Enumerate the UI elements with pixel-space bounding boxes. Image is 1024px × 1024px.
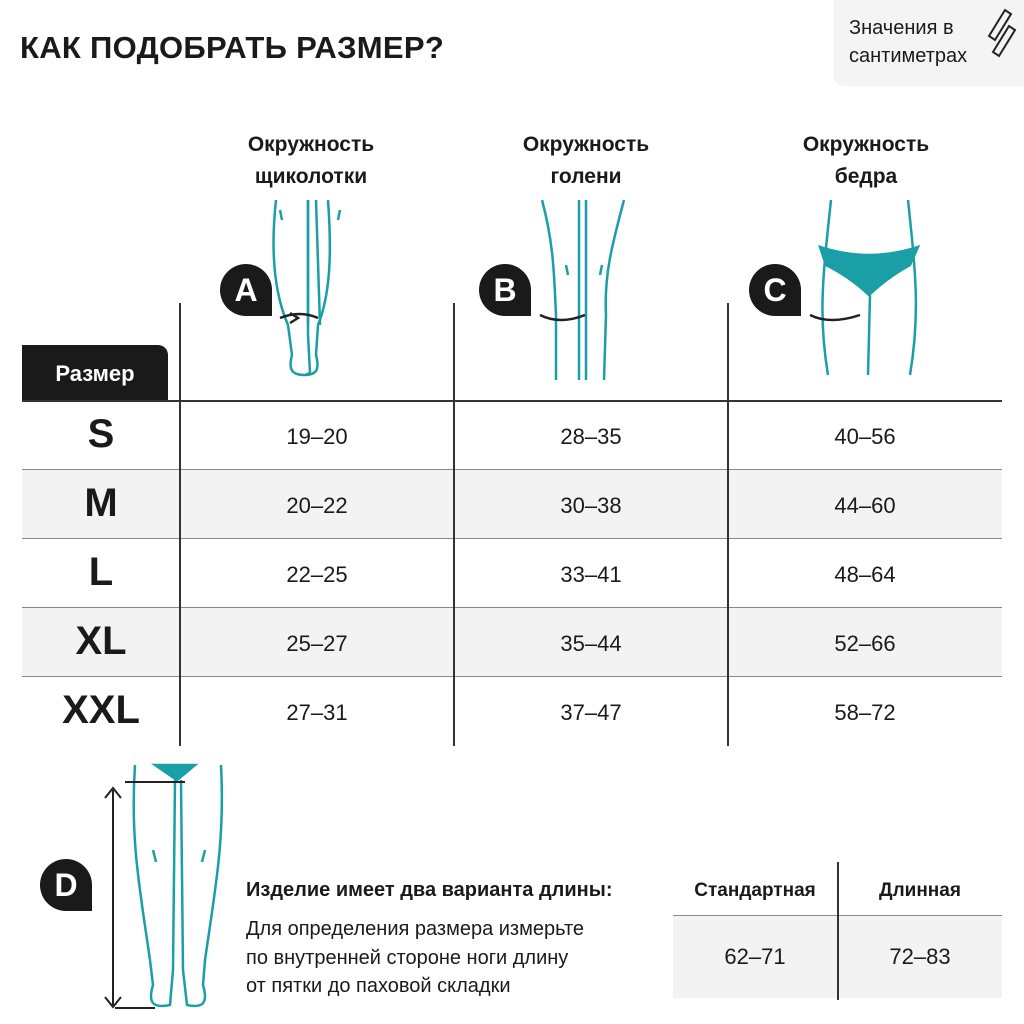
cell-value: 48–64 (834, 562, 896, 587)
badge-a: A (220, 264, 272, 316)
length-instruction-line: Для определения размера измерьте (246, 918, 585, 940)
divider (727, 303, 729, 746)
col-line2: щиколотки (254, 165, 368, 188)
cell-value: 37–47 (560, 700, 622, 725)
size-header: Размер (22, 345, 168, 401)
divider (22, 607, 1002, 608)
table-row (22, 608, 1002, 677)
full-leg-illustration (104, 763, 224, 1009)
length-value-long: 72–83 (889, 944, 951, 969)
column-header-ankle: Окружность щиколотки (174, 129, 448, 193)
circumference-arrow-icon (809, 313, 861, 322)
cell-value: 35–44 (560, 631, 622, 656)
cell-value: 40–56 (834, 424, 896, 449)
length-header-standard: Стандартная (694, 880, 816, 901)
ankle-legs-icon (272, 199, 342, 377)
units-line2: сантиметрах (849, 45, 968, 67)
measure-arrows (279, 311, 861, 325)
size-label: L (88, 550, 114, 594)
cell-value: 25–27 (286, 631, 348, 656)
divider (22, 676, 1002, 677)
length-instruction-line: по внутренней стороне ноги длину (246, 947, 569, 969)
length-heading: Изделие имеет два варианта длины: (246, 879, 613, 901)
col-line1: Окружность (802, 133, 930, 156)
column-header-calf: Окружность голени (449, 129, 723, 193)
units-line1: Значения в (849, 17, 954, 39)
length-instruction-line: от пятки до паховой складки (246, 975, 511, 997)
calf-legs-icon (540, 199, 626, 381)
page-title: КАК ПОДОБРАТЬ РАЗМЕР? (20, 30, 445, 65)
length-header-long: Длинная (879, 880, 961, 901)
col-line1: Окружность (522, 133, 650, 156)
badge-b: B (479, 264, 531, 316)
badge-d: D (40, 859, 92, 911)
circumference-arrow-icon (279, 311, 319, 325)
cell-value: 52–66 (834, 631, 896, 656)
column-header-thigh: Окружность бедра (729, 129, 1003, 193)
cell-value: 20–22 (286, 493, 348, 518)
cell-value: 30–38 (560, 493, 622, 518)
length-arrow-icon (104, 786, 122, 1009)
badge-c: C (749, 264, 801, 316)
divider (22, 469, 1002, 470)
col-line2: голени (550, 165, 622, 188)
measuring-tape-icon (987, 8, 1017, 58)
cell-value: 33–41 (560, 562, 622, 587)
divider (179, 303, 181, 746)
cell-value: 19–20 (286, 424, 348, 449)
size-label: M (84, 481, 118, 525)
thigh-legs-icon (818, 199, 921, 376)
divider (22, 400, 1002, 402)
cell-value: 28–35 (560, 424, 622, 449)
cell-value: 44–60 (834, 493, 896, 518)
divider (453, 303, 455, 746)
units-note: Значения в сантиметрах (833, 0, 1024, 86)
size-label: XL (75, 619, 127, 663)
length-value-standard: 62–71 (724, 944, 786, 969)
cell-value: 22–25 (286, 562, 348, 587)
circumference-arrow-icon (539, 313, 586, 322)
col-line2: бедра (834, 165, 898, 188)
leg-illustrations (272, 199, 921, 381)
size-label: XXL (62, 688, 140, 732)
cell-value: 58–72 (834, 700, 896, 725)
divider (837, 862, 839, 1000)
size-label: S (87, 412, 115, 456)
divider (22, 538, 1002, 539)
col-line1: Окружность (247, 133, 375, 156)
cell-value: 27–31 (286, 700, 348, 725)
table-row (22, 470, 1002, 539)
